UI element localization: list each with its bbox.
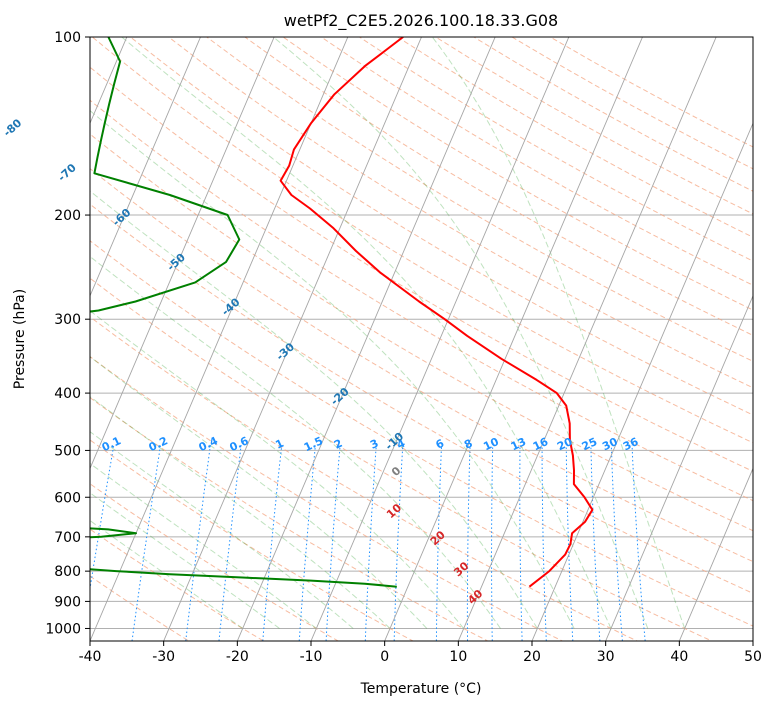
x-tick-label: 40 (670, 649, 688, 665)
y-tick-label: 700 (54, 530, 81, 546)
y-axis-label: Pressure (hPa) (12, 289, 28, 389)
chart-title: wetPf2_C2E5.2026.100.18.33.G08 (284, 11, 558, 31)
y-tick-label: 900 (54, 594, 81, 610)
x-axis-label: Temperature (°C) (360, 681, 482, 697)
y-tick-label: 100 (54, 30, 81, 46)
y-tick-label: 400 (54, 386, 81, 402)
x-tick-label: -30 (152, 649, 175, 665)
x-tick-label: -40 (79, 649, 102, 665)
x-tick-label: 30 (597, 649, 615, 665)
x-tick-label: 0 (380, 649, 389, 665)
isotherm-line (0, 10, 65, 653)
isotherm-label: -80 (1, 116, 25, 139)
x-tick-label: 50 (744, 649, 762, 665)
y-tick-label: 1000 (45, 621, 81, 637)
x-tick-label: -10 (300, 649, 323, 665)
y-tick-label: 500 (54, 443, 81, 459)
x-tick-label: 10 (449, 649, 467, 665)
isotherm-label: -70 (55, 161, 79, 184)
x-tick-label: -20 (226, 649, 249, 665)
x-tick-label: 20 (523, 649, 541, 665)
y-tick-label: 800 (54, 564, 81, 580)
y-tick-label: 600 (54, 490, 81, 506)
y-tick-label: 300 (54, 312, 81, 328)
y-tick-label: 200 (54, 208, 81, 224)
